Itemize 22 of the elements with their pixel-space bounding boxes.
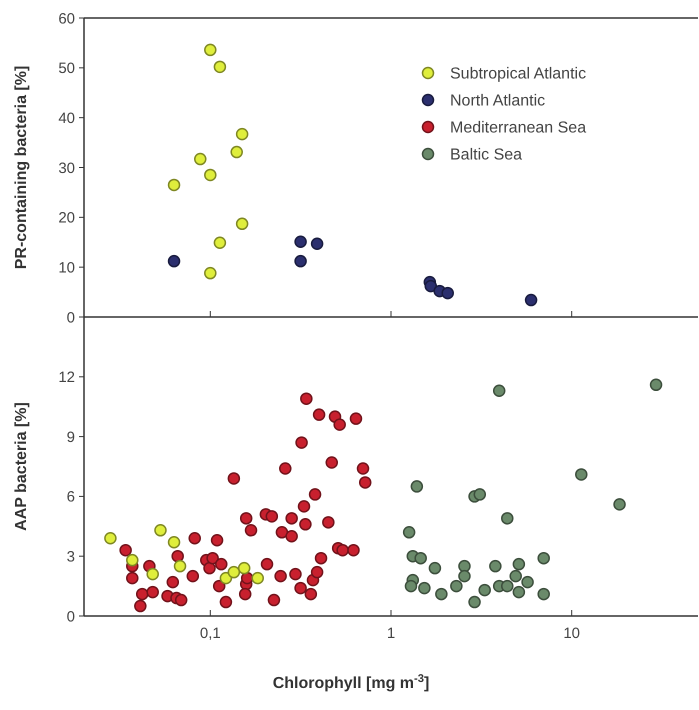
x-axis-title: Chlorophyll [mg m$^{-3}$] <box>272 673 430 692</box>
y-tick-label: 3 <box>66 548 75 566</box>
y-tick-label: 0 <box>66 309 75 326</box>
y-tick-label: 40 <box>58 110 75 127</box>
y-tick-label: 0 <box>66 608 75 626</box>
y-tick-label: 10 <box>58 259 75 276</box>
legend-label: Subtropical Atlantic <box>450 66 586 83</box>
legend-label: Baltic Sea <box>450 146 522 164</box>
y-axis-title: PR-containing bacteria [%] <box>13 66 30 270</box>
x-tick-label: 1 <box>386 625 396 642</box>
y-axis-title: AAP bacteria [%] <box>13 402 30 531</box>
y-tick-label: 30 <box>58 160 75 177</box>
legend-label: Mediterranean Sea <box>450 120 586 137</box>
y-tick-label: 9 <box>66 428 75 446</box>
x-tick-label: 0,1 <box>200 625 221 642</box>
y-tick-label: 60 <box>58 10 75 28</box>
y-tick-label: 20 <box>58 210 75 227</box>
x-tick-label: 10 <box>563 625 580 642</box>
y-tick-label: 50 <box>58 60 75 78</box>
legend-label: North Atlantic <box>450 92 546 110</box>
y-tick-label: 12 <box>58 369 75 386</box>
y-tick-label: 6 <box>66 488 75 506</box>
